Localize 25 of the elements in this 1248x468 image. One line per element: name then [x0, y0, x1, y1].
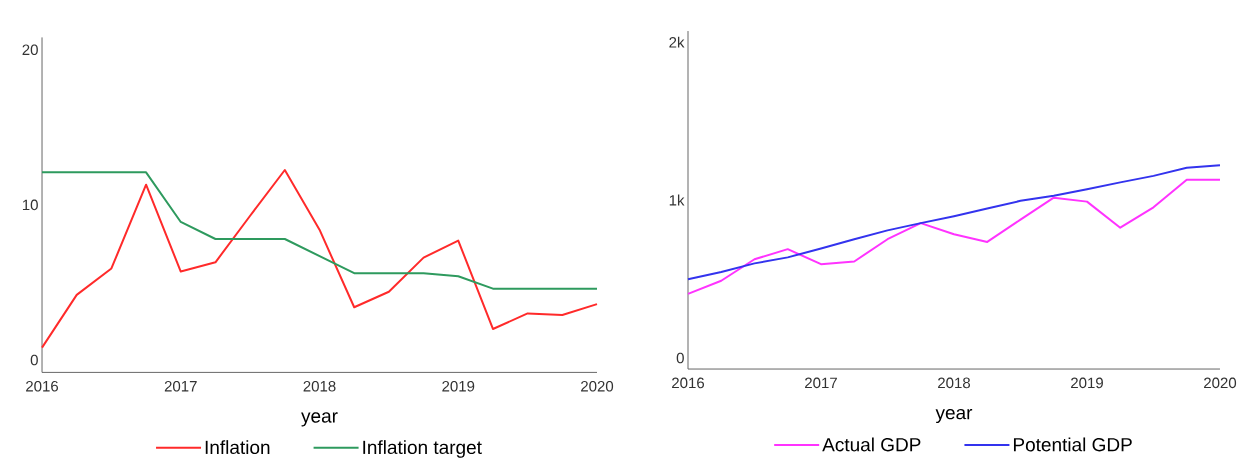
legend-label: Potential GDP [1013, 437, 1132, 452]
line-series [687, 178, 1221, 295]
x-tick-label: 2016 [26, 380, 59, 392]
y-tick-label: 20 [22, 44, 38, 56]
legend-label: Inflation target [363, 440, 482, 458]
legend-label: Actual GDP [822, 437, 921, 452]
y-tick-label: 0 [30, 354, 38, 366]
x-tick-label: 2019 [442, 380, 475, 392]
line-series [687, 164, 1221, 281]
y-tick-label: 2k [669, 36, 685, 48]
y-tick-label: 1k [669, 194, 685, 206]
line-series [41, 169, 599, 349]
x-tick-label: 2016 [672, 377, 705, 389]
x-axis-title: year [301, 412, 338, 427]
x-tick-label: 2020 [581, 380, 614, 392]
x-tick-label: 2017 [805, 377, 837, 389]
legend-label: Inflation [205, 440, 270, 455]
y-tick-label: 10 [22, 199, 38, 211]
x-tick-label: 2018 [938, 377, 971, 389]
x-tick-label: 2020 [1204, 377, 1237, 389]
x-tick-label: 2019 [1071, 377, 1103, 389]
y-tick-label: 0 [676, 352, 684, 364]
x-axis-title: year [935, 408, 973, 424]
x-tick-label: 2017 [164, 380, 197, 392]
x-tick-label: 2018 [303, 380, 336, 392]
